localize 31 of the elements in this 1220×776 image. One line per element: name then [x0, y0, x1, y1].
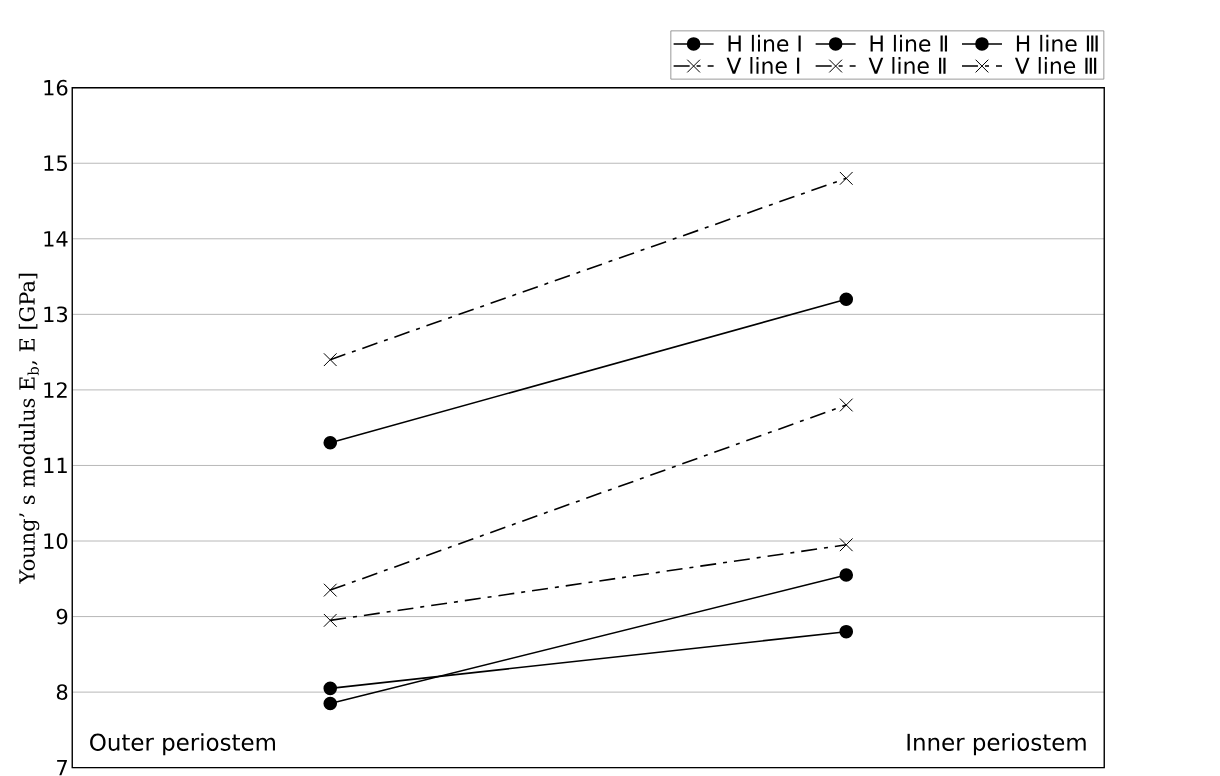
y-tick-label: 9	[56, 608, 68, 625]
y-tick-label: 13	[44, 306, 68, 323]
point	[839, 398, 854, 412]
point	[323, 681, 338, 696]
y-axis-title: Young’ s modulus E$_{b}$, E [GPa]	[18, 273, 40, 584]
point	[839, 292, 854, 307]
legend-label: V line Ⅱ	[868, 56, 946, 74]
legend-label: H line Ⅲ	[1016, 34, 1098, 52]
point	[839, 171, 854, 186]
point	[323, 435, 338, 450]
point	[323, 352, 338, 367]
legend-label: H line Ⅰ	[728, 34, 801, 52]
annotation: Outer periostem	[90, 733, 275, 756]
y-tick-label: 15	[44, 155, 67, 172]
legend-label: V line Ⅰ	[726, 56, 800, 74]
y-tick-label: 7	[57, 760, 67, 776]
y-tick-label: 16	[44, 79, 68, 96]
annotation: Inner periostem	[907, 733, 1086, 756]
y-tick-label: 12	[44, 382, 67, 398]
point	[839, 624, 854, 639]
point	[839, 568, 854, 582]
y-tick-label: 14	[44, 231, 68, 247]
y-tick-label: 11	[44, 457, 67, 474]
y-tick-label: 10	[44, 533, 68, 549]
point	[323, 696, 338, 711]
point	[323, 613, 338, 628]
y-tick-label: 8	[56, 684, 68, 701]
legend-label: V line Ⅲ	[1014, 56, 1097, 74]
point	[323, 583, 338, 597]
legend-label: H line Ⅱ	[870, 34, 948, 52]
point	[839, 537, 854, 552]
